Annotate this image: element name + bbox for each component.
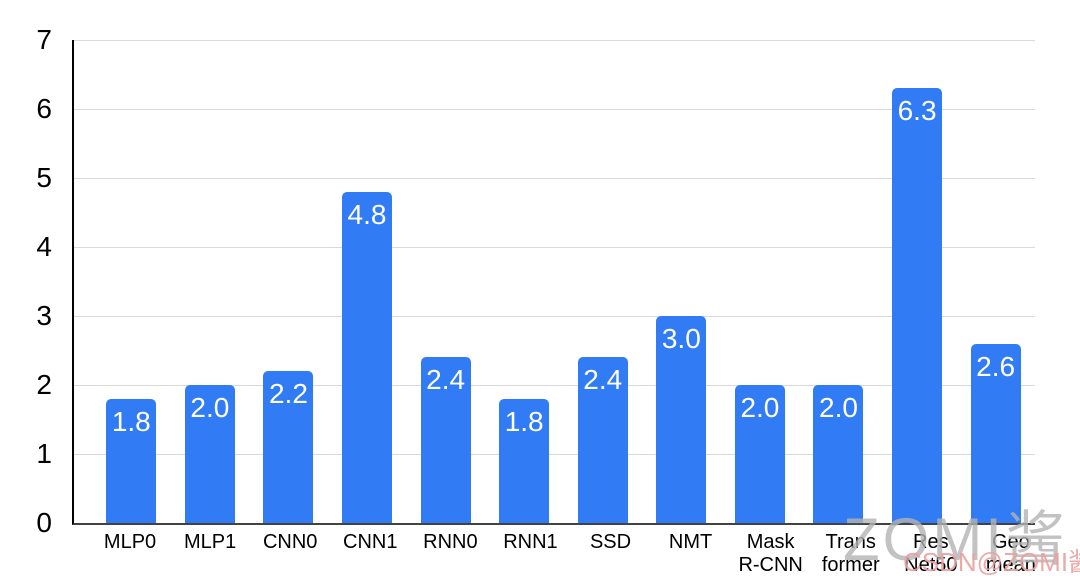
bar-slot: 4.8 [328, 40, 407, 523]
bar-slot: 2.0 [171, 40, 250, 523]
bar-slot: 2.0 [721, 40, 800, 523]
bar-nmt: 3.0 [656, 316, 707, 523]
bar-value-label: 2.4 [583, 364, 623, 396]
bar-rnn1: 1.8 [499, 398, 550, 523]
x-tick-label: MLP0 [103, 531, 157, 553]
bar-value-label: 2.2 [268, 378, 308, 410]
bar-value-label: 1.8 [504, 405, 544, 437]
x-axis-tick-labels: MLP0 MLP1 CNN0 CNN1 RNN0 RNN1 SSD NMT Mask R-CNN… [72, 531, 1051, 577]
bar-slot: 1.8 [92, 40, 171, 523]
bar-slot: 2.0 [799, 40, 878, 523]
bar-slot: 2.4 [563, 40, 642, 523]
bar-mlp1: 2.0 [184, 385, 235, 523]
bar-slot: 2.6 [956, 40, 1035, 523]
y-tick-label: 4 [36, 231, 52, 262]
bars-row: 1.8 2.0 2.2 4.8 2.4 1.8 2.4 3.0 2.0 2.0 6.3 2.6 [74, 40, 1035, 523]
x-tick-label: RNN1 [503, 531, 558, 553]
x-tick-label: CNN0 [262, 531, 318, 553]
bar-mlp0: 1.8 [106, 398, 157, 523]
bar-ssd: 2.4 [577, 357, 628, 523]
bar-value-label: 6.3 [897, 95, 937, 127]
bar-value-label: 3.0 [661, 323, 701, 355]
x-tick-label: NMT [668, 531, 713, 553]
x-tick-label: Trans former [821, 531, 880, 576]
y-tick-label: 6 [36, 93, 52, 124]
bar-value-label: 4.8 [347, 198, 387, 230]
bar-value-label: 2.0 [190, 392, 230, 424]
x-tick-label: Geo mean [985, 531, 1036, 576]
bar-value-label: 2.6 [976, 350, 1016, 382]
bar-value-label: 2.4 [426, 364, 466, 396]
bar-slot: 6.3 [878, 40, 957, 523]
bar-value-label: 2.0 [740, 392, 780, 424]
y-tick-label: 5 [36, 162, 52, 193]
y-tick-label: 0 [36, 507, 52, 538]
bar-res-net50: 6.3 [892, 88, 943, 523]
bar-value-label: 2.0 [819, 392, 858, 424]
bar-cnn1: 4.8 [342, 191, 393, 523]
x-tick-label: SSD [589, 531, 632, 553]
bar-slot: 2.4 [406, 40, 485, 523]
bar-value-label: 1.8 [111, 405, 151, 437]
x-tick-label: Res Net50 [904, 531, 958, 576]
bar-slot: 2.2 [249, 40, 328, 523]
x-tick-label: CNN1 [343, 531, 398, 553]
x-tick-label: RNN0 [423, 531, 478, 553]
y-axis-tick-labels: 0 1 2 3 4 5 6 7 [0, 26, 60, 537]
bar-mask-r-cnn: 2.0 [734, 385, 785, 523]
bar-slot: 1.8 [485, 40, 564, 523]
bar-slot: 3.0 [642, 40, 721, 523]
bar-cnn0: 2.2 [263, 371, 314, 523]
y-tick-label: 3 [36, 300, 52, 331]
y-tick-label: 2 [36, 369, 52, 400]
bar-geo-mean: 2.6 [970, 343, 1021, 523]
y-tick-label: 1 [36, 438, 52, 469]
x-tick-label: MLP1 [183, 531, 237, 553]
x-tick-label: Mask R-CNN [738, 531, 803, 576]
plot-area: 1.8 2.0 2.2 4.8 2.4 1.8 2.4 3.0 2.0 2.0 6.3 2.6 [72, 40, 1035, 525]
bar-trans-former: 2.0 [813, 385, 864, 523]
y-tick-label: 7 [36, 24, 52, 55]
bar-rnn0: 2.4 [420, 357, 471, 523]
